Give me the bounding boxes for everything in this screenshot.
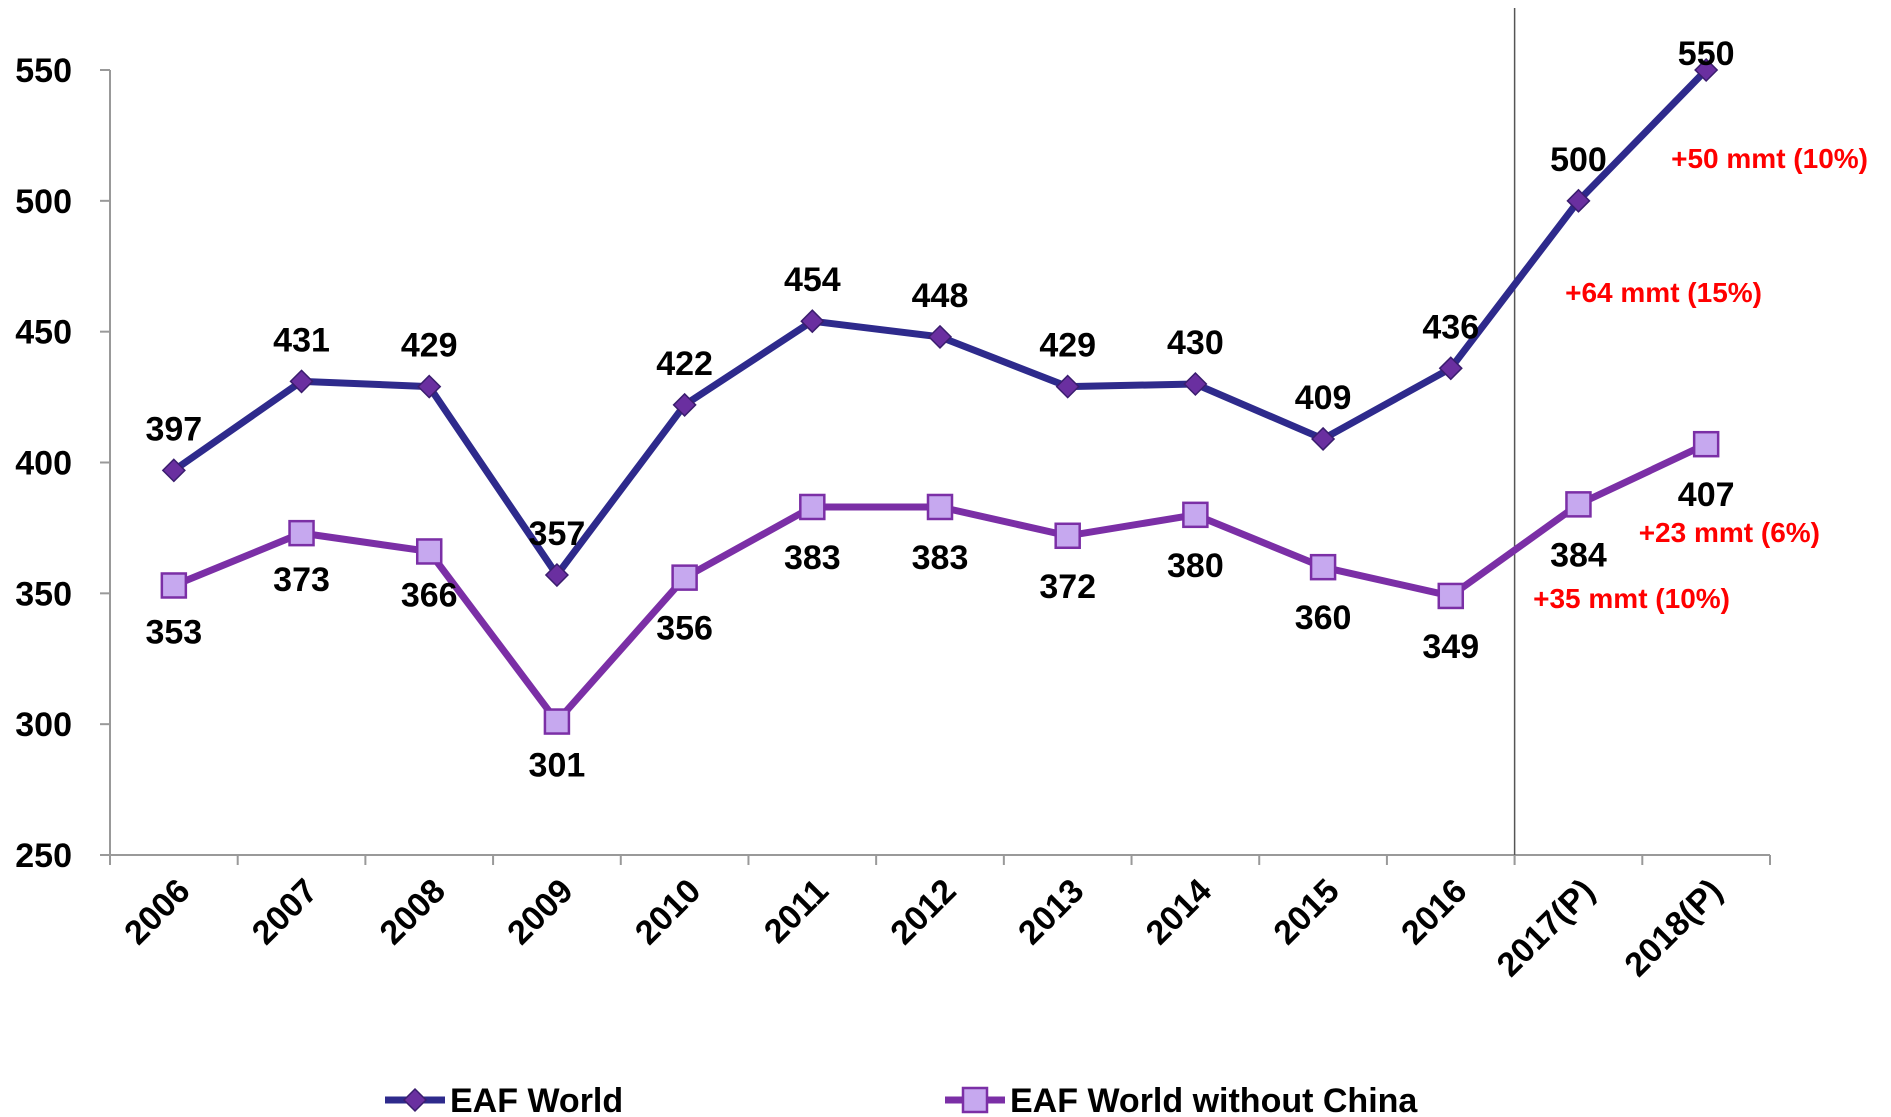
x-tick-label: 2009 xyxy=(500,872,580,952)
chart-axes xyxy=(109,8,1770,865)
x-tick-label: 2008 xyxy=(373,872,453,952)
data-label: 301 xyxy=(529,747,586,785)
square-marker xyxy=(1565,491,1592,518)
x-tick-label: 2006 xyxy=(117,872,197,952)
data-label: 429 xyxy=(1039,327,1096,365)
square-marker xyxy=(160,572,188,599)
y-axis-ticks: 250 300 350 400 450 500 550 xyxy=(15,52,110,875)
data-label: 407 xyxy=(1678,476,1735,514)
x-tick-label: 2014 xyxy=(1139,872,1219,952)
square-marker xyxy=(926,493,954,521)
data-label: 366 xyxy=(401,576,458,614)
diamond-marker xyxy=(1566,188,1591,213)
data-label: 353 xyxy=(145,613,202,651)
diamond-marker xyxy=(1055,374,1080,399)
annotations: +50 mmt (10%) +64 mmt (15%) +23 mmt (6%) +3… xyxy=(1533,143,1868,614)
x-tick-label: 2013 xyxy=(1011,872,1091,952)
annotation-label: +23 mmt (6%) xyxy=(1639,517,1820,548)
data-label: 357 xyxy=(529,515,586,553)
legend: EAF World EAF World without China xyxy=(385,1082,1418,1117)
series-markers xyxy=(160,57,1720,735)
y-tick-label: 250 xyxy=(15,837,72,875)
diamond-marker xyxy=(800,309,825,334)
diamond-marker xyxy=(161,458,186,483)
x-tick-label: 2016 xyxy=(1394,872,1474,952)
data-label: 380 xyxy=(1167,547,1224,585)
square-marker xyxy=(1437,582,1465,610)
data-label: 383 xyxy=(912,539,969,577)
data-label: 356 xyxy=(656,610,713,648)
square-marker xyxy=(1054,522,1081,550)
x-tick-label: 2018(P) xyxy=(1617,872,1729,984)
y-tick-label: 400 xyxy=(15,445,72,483)
x-tick-label: 2017(P) xyxy=(1490,872,1602,984)
square-marker xyxy=(1692,430,1720,458)
legend-label-eaf-world-without-china: EAF World without China xyxy=(1010,1082,1418,1117)
data-labels: 397 431 429 357 422 454 448 429 430 409 436 500 550 3… xyxy=(145,35,1734,785)
diamond-marker xyxy=(417,374,442,399)
legend-label-eaf-world: EAF World xyxy=(450,1082,623,1117)
annotation-label: +35 mmt (10%) xyxy=(1533,583,1730,614)
data-label: 448 xyxy=(912,277,969,315)
y-tick-label: 500 xyxy=(15,183,72,221)
square-marker xyxy=(288,519,315,547)
diamond-marker xyxy=(544,562,569,588)
square-marker xyxy=(1309,553,1337,581)
legend-marker-eaf-world xyxy=(402,1087,428,1113)
diamond-marker xyxy=(1311,426,1336,452)
data-label: 360 xyxy=(1295,599,1352,637)
x-tick-label: 2010 xyxy=(628,872,708,952)
x-tick-label: 2015 xyxy=(1266,872,1346,952)
x-axis-ticks: 2006 2007 2008 2009 2010 2011 2012 2013 2014 2015… xyxy=(109,855,1771,984)
data-label: 422 xyxy=(656,345,713,383)
data-label: 383 xyxy=(784,539,841,577)
square-marker xyxy=(671,564,698,591)
y-tick-label: 450 xyxy=(15,314,72,352)
data-label: 430 xyxy=(1167,324,1224,362)
data-label: 429 xyxy=(401,327,458,365)
annotation-label: +64 mmt (15%) xyxy=(1565,277,1762,308)
diamond-marker xyxy=(289,369,314,394)
diamond-marker xyxy=(1183,371,1208,397)
data-label: 436 xyxy=(1422,308,1479,346)
square-marker xyxy=(799,493,826,521)
square-marker xyxy=(415,538,443,565)
y-tick-label: 300 xyxy=(15,706,72,744)
y-tick-label: 550 xyxy=(15,52,72,90)
annotation-label: +50 mmt (10%) xyxy=(1671,143,1868,174)
diamond-marker xyxy=(927,324,953,349)
data-label: 372 xyxy=(1039,568,1096,606)
data-label: 373 xyxy=(273,561,330,599)
x-tick-label: 2011 xyxy=(757,872,836,951)
y-tick-label: 350 xyxy=(15,575,72,613)
data-label: 384 xyxy=(1550,536,1607,574)
diamond-marker xyxy=(1694,57,1719,83)
square-marker xyxy=(1182,501,1209,529)
data-label: 550 xyxy=(1678,35,1735,73)
data-label: 349 xyxy=(1422,628,1479,666)
series-lines xyxy=(170,66,1710,726)
x-tick-label: 2007 xyxy=(245,872,325,952)
diamond-marker xyxy=(1438,356,1463,381)
data-label: 397 xyxy=(145,410,202,448)
diamond-marker xyxy=(672,392,697,417)
square-marker xyxy=(543,708,571,735)
data-label: 454 xyxy=(784,261,841,299)
data-label: 409 xyxy=(1295,379,1352,417)
data-label: 431 xyxy=(273,321,330,359)
data-label: 500 xyxy=(1550,141,1607,179)
x-tick-label: 2012 xyxy=(883,872,963,952)
legend-marker-eaf-world-without-china xyxy=(961,1086,989,1114)
